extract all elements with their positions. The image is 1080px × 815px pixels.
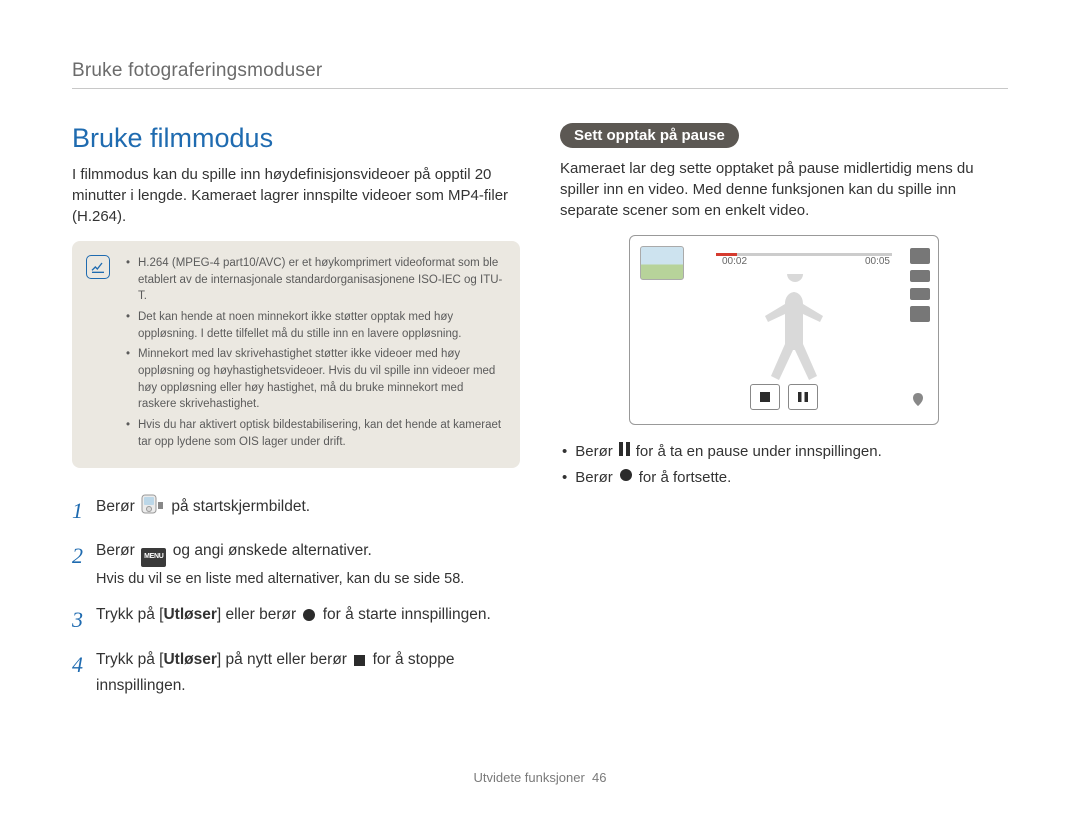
bullet-text: Berør bbox=[575, 439, 613, 465]
step-4: 4 Trykk på [Utløser] på nytt eller berør… bbox=[72, 648, 520, 698]
left-column: Bruke filmmodus I filmmodus kan du spill… bbox=[72, 123, 520, 709]
steps-list: 1 Berør på startskjermbildet. 2 Berør ME… bbox=[72, 494, 520, 697]
step-text: Berør bbox=[96, 498, 135, 515]
step-2: 2 Berør MENU og angi ønskede alternative… bbox=[72, 539, 520, 590]
step-text: og angi ønskede alternativer. bbox=[173, 542, 372, 559]
step-number: 1 bbox=[72, 494, 96, 527]
hd-icon bbox=[910, 270, 930, 282]
lcd-preview: 00:02 00:05 bbox=[629, 235, 939, 425]
right-column: Sett opptak på pause Kameraet lar deg se… bbox=[560, 123, 1008, 709]
page-footer: Utvidete funksjoner 46 bbox=[0, 770, 1080, 785]
bullet-text: for å ta en pause under innspillingen. bbox=[636, 439, 882, 465]
step-bold: Utløser bbox=[163, 606, 216, 623]
right-intro: Kameraet lar deg sette opptaket på pause… bbox=[560, 158, 1008, 221]
footer-page: 46 bbox=[592, 770, 606, 785]
page-title: Bruke filmmodus bbox=[72, 123, 520, 154]
step-number: 4 bbox=[72, 648, 96, 698]
thumbnail-icon bbox=[640, 246, 684, 280]
stabilization-icon bbox=[908, 390, 928, 410]
movie-mode-icon bbox=[141, 494, 165, 521]
step-text: Trykk på [ bbox=[96, 651, 163, 668]
step-1: 1 Berør på startskjermbildet. bbox=[72, 494, 520, 527]
stop-icon bbox=[353, 651, 366, 674]
step-3: 3 Trykk på [Utløser] eller berør for å s… bbox=[72, 603, 520, 636]
time-total: 00:05 bbox=[865, 256, 890, 267]
note-item: Hvis du har aktivert optisk bildestabili… bbox=[126, 417, 504, 450]
step-text: for å starte innspillingen. bbox=[323, 606, 491, 623]
step-number: 2 bbox=[72, 539, 96, 590]
bullet-1: • Berør for å ta en pause under innspill… bbox=[560, 439, 1008, 465]
step-text: ] på nytt eller berør bbox=[217, 651, 347, 668]
note-icon bbox=[86, 255, 110, 279]
silhouette-icon bbox=[750, 274, 840, 394]
menu-icon: MENU bbox=[141, 548, 166, 567]
step-text: Berør bbox=[96, 542, 135, 559]
step-number: 3 bbox=[72, 603, 96, 636]
fps-icon bbox=[910, 288, 930, 300]
time-elapsed: 00:02 bbox=[722, 256, 747, 267]
step-text: Trykk på [ bbox=[96, 606, 163, 623]
bullet-2: • Berør for å fortsette. bbox=[560, 465, 1008, 491]
battery-icon bbox=[910, 248, 930, 264]
note-item: H.264 (MPEG-4 part10/AVC) er et høykompr… bbox=[126, 255, 504, 305]
bullet-text: Berør bbox=[575, 465, 613, 491]
note-item: Det kan hende at noen minnekort ikke stø… bbox=[126, 309, 504, 342]
step-text: ] eller berør bbox=[217, 606, 296, 623]
record-icon bbox=[302, 606, 316, 629]
breadcrumb: Bruke fotograferingsmoduser bbox=[72, 60, 1008, 89]
intro-text: I filmmodus kan du spille inn høydefinis… bbox=[72, 164, 520, 227]
pause-icon bbox=[619, 439, 630, 465]
pause-button[interactable] bbox=[788, 384, 818, 410]
note-box: H.264 (MPEG-4 part10/AVC) er et høykompr… bbox=[72, 241, 520, 468]
bullet-text: for å fortsette. bbox=[639, 465, 732, 491]
lcd-status-icons bbox=[910, 248, 930, 322]
step-subtext: Hvis du vil se en liste med alternativer… bbox=[96, 569, 520, 591]
footer-label: Utvidete funksjoner bbox=[474, 770, 585, 785]
note-item: Minnekort med lav skrivehastighet støtte… bbox=[126, 346, 504, 413]
right-bullets: • Berør for å ta en pause under innspill… bbox=[560, 439, 1008, 490]
stop-button[interactable] bbox=[750, 384, 780, 410]
step-bold: Utløser bbox=[163, 651, 216, 668]
settings-icon bbox=[910, 306, 930, 322]
step-text: på startskjermbildet. bbox=[171, 498, 310, 515]
section-pill: Sett opptak på pause bbox=[560, 123, 739, 148]
record-icon bbox=[619, 465, 633, 491]
